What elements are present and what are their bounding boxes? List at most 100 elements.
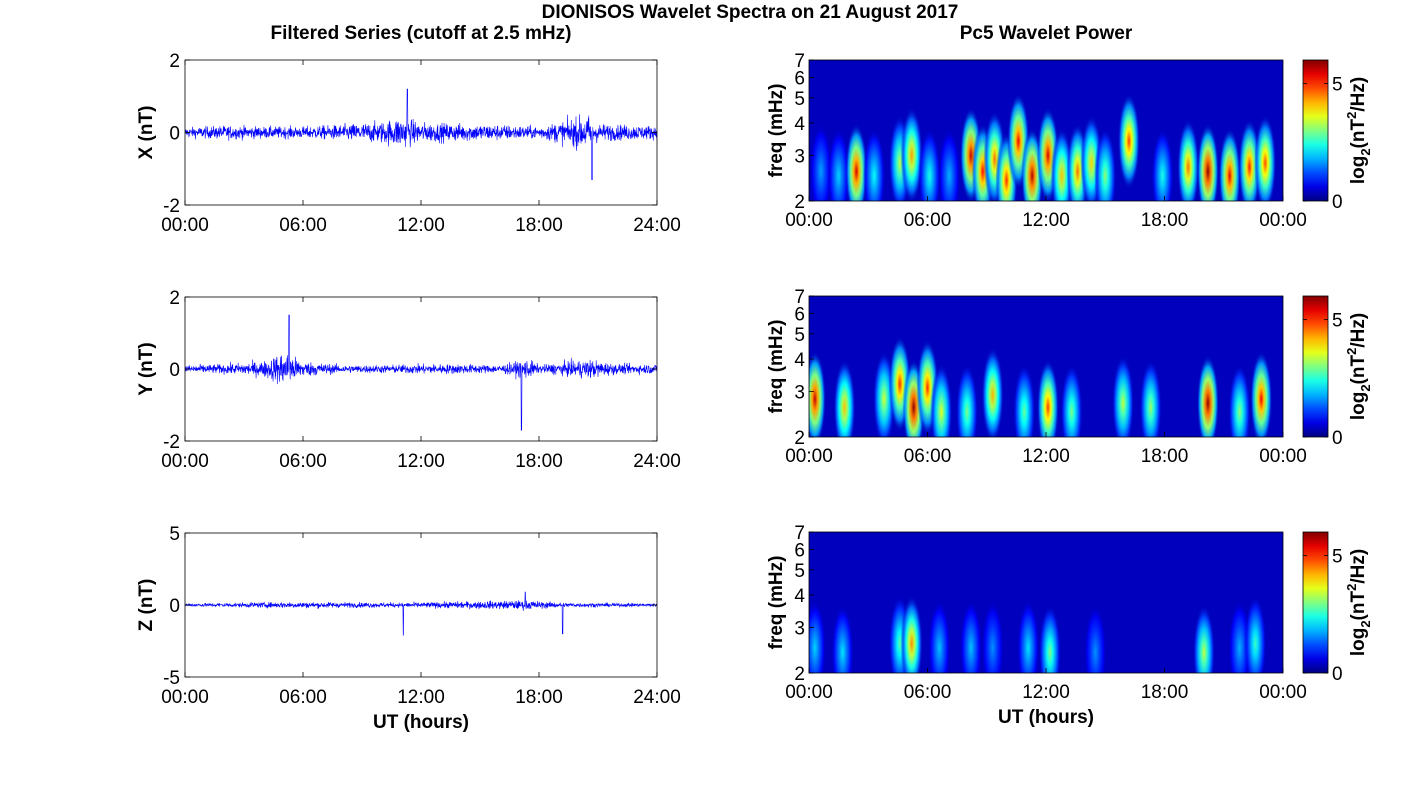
x-tick-label: 00:00	[785, 210, 833, 231]
power-blob	[938, 127, 961, 201]
power-blob	[1196, 123, 1219, 201]
y-axis-label: freq (mHz)	[766, 320, 787, 414]
colorbar-label-part: log	[1348, 392, 1369, 421]
colorbar-tick-label: 0	[1332, 428, 1343, 449]
x-tick-label: 12:00	[397, 687, 445, 708]
power-blob	[1177, 119, 1200, 201]
colorbar-tick-label: 0	[1332, 192, 1343, 213]
x-tick-label: 24:00	[633, 451, 681, 472]
colorbar-tick-label: 0	[1332, 664, 1343, 685]
y-tick-label: 2	[169, 288, 180, 309]
x-tick-label: 00:00	[1259, 210, 1307, 231]
colorbar-bar	[1302, 59, 1329, 202]
colorbar-bar	[1302, 531, 1329, 674]
colorbar-label-part: log	[1348, 156, 1369, 185]
y-axis-label: Y (nT)	[136, 342, 157, 395]
y-tick-label: 4	[794, 586, 805, 607]
power-blob	[1117, 93, 1140, 190]
power-blob	[1013, 363, 1036, 437]
y-tick-label: -5	[163, 668, 180, 689]
colorbar-label-part: 2	[1344, 348, 1359, 355]
left-column-title: Filtered Series (cutoff at 2.5 mHz)	[271, 23, 572, 44]
right-column-title: Pc5 Wavelet Power	[960, 23, 1133, 44]
power-blob	[959, 599, 982, 673]
x-tick-label: 18:00	[515, 215, 563, 236]
x-tick-label: 06:00	[904, 446, 952, 467]
colorbar-label-part: /Hz)	[1348, 313, 1369, 348]
power-blob	[1112, 355, 1135, 437]
colorbar-label-part: /Hz)	[1348, 549, 1369, 584]
power-blob	[900, 595, 923, 673]
power-blob	[809, 599, 826, 673]
power-blob	[1196, 355, 1219, 437]
power-blob	[981, 347, 1004, 437]
y-axis-label: freq (mHz)	[766, 556, 787, 650]
x-axis-label: UT (hours)	[998, 707, 1094, 728]
x-tick-label: 06:00	[279, 687, 327, 708]
colorbar-label-part: 2	[1344, 584, 1359, 591]
x-tick-label: 12:00	[397, 215, 445, 236]
power-blob	[1151, 127, 1174, 201]
y-tick-label: 3	[794, 146, 805, 167]
x-tick-label: 00:00	[161, 687, 209, 708]
x-tick-label: 06:00	[904, 210, 952, 231]
y-tick-label: -2	[163, 196, 180, 217]
power-blob	[1218, 127, 1241, 201]
power-blob	[863, 127, 886, 201]
power-blob	[1084, 604, 1107, 673]
colorbar-label-part: (nT	[1348, 591, 1369, 621]
x-tick-label: 00:00	[785, 446, 833, 467]
y-tick-label: 7	[794, 287, 805, 308]
heatmap-cells	[809, 336, 1273, 437]
x-tick-label: 00:00	[1259, 446, 1307, 467]
power-blob	[1250, 351, 1273, 437]
x-tick-label: 18:00	[1141, 682, 1189, 703]
x-tick-label: 12:00	[1022, 446, 1070, 467]
colorbar-bar	[1302, 295, 1329, 438]
data-line	[185, 591, 657, 636]
x-tick-label: 24:00	[633, 215, 681, 236]
timeseries-panel: 00:00 06:00 12:00 18:00 24:00 -5 0 5 Z (nT) UT (h…	[136, 524, 681, 733]
y-tick-label: 0	[169, 360, 180, 381]
y-tick-label: 2	[794, 192, 805, 213]
y-tick-label: 6	[794, 304, 805, 325]
y-tick-label: 2	[794, 428, 805, 449]
power-blob	[1193, 604, 1215, 673]
data-line	[185, 88, 657, 180]
x-tick-label: 06:00	[279, 215, 327, 236]
y-tick-label: 0	[169, 124, 180, 145]
x-tick-label: 18:00	[1141, 210, 1189, 231]
colorbar-label-part: 2	[1358, 148, 1373, 155]
y-tick-label: 2	[794, 664, 805, 685]
power-blob	[831, 604, 854, 673]
y-tick-label: 7	[794, 51, 805, 72]
power-blob	[1228, 363, 1251, 437]
data-line	[185, 314, 657, 431]
power-blob	[1254, 115, 1277, 201]
x-tick-label: 00:00	[161, 215, 209, 236]
colorbar-label: log2(nT2/Hz)	[1344, 549, 1373, 656]
power-blob	[827, 127, 850, 201]
colorbar-label-part: /Hz)	[1348, 77, 1369, 112]
power-blob	[809, 123, 832, 201]
colorbar-tick-label: 5	[1332, 311, 1343, 332]
power-blob	[1060, 363, 1083, 437]
x-tick-label: 12:00	[397, 451, 445, 472]
power-blob	[809, 351, 826, 437]
y-tick-label: 5	[794, 89, 805, 110]
colorbar-label-part: 2	[1358, 620, 1373, 627]
x-tick-label: 18:00	[515, 687, 563, 708]
power-blob	[1238, 119, 1261, 201]
x-tick-label: 00:00	[161, 451, 209, 472]
power-blob	[981, 599, 1004, 673]
colorbar-tick-label: 5	[1332, 75, 1343, 96]
colorbar-tick-label: 5	[1332, 547, 1343, 568]
x-tick-label: 18:00	[1141, 446, 1189, 467]
colorbar-label-part: 2	[1358, 384, 1373, 391]
x-tick-label: 18:00	[515, 451, 563, 472]
